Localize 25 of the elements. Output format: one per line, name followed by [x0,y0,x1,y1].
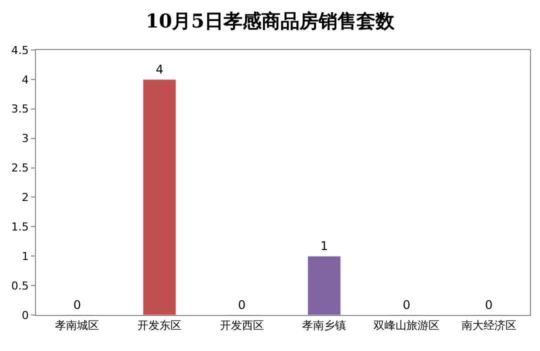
y-tick-label: 2.5 [11,162,29,175]
data-label: 1 [320,239,328,254]
data-label: 0 [238,298,246,312]
data-label: 0 [402,298,410,312]
y-tick-label: 1 [22,250,29,263]
x-tick-label: 南大经济区 [461,319,516,332]
x-tick-label: 开发西区 [220,319,264,332]
y-tick-label: 0.5 [11,279,29,292]
y-tick-label: 3 [22,132,29,146]
y-tick-label: 4 [22,73,29,86]
data-label: 0 [485,298,493,312]
y-tick-label: 1.5 [11,220,29,234]
bar [307,256,341,315]
data-label: 4 [156,62,164,76]
chart-title: 10月5日孝感商品房销售套数 [146,10,396,32]
x-tick-label: 双峰山旅游区 [374,319,440,332]
y-tick-label: 2 [22,191,29,204]
x-tick-label: 孝南城区 [55,319,100,332]
y-tick-label: 3.5 [11,102,29,116]
y-tick-label: 0 [22,308,29,322]
x-tick-label: 孝南乡镇 [302,319,346,332]
y-tick-label: 4.5 [11,44,29,57]
data-label: 0 [73,298,81,312]
bar [142,79,176,315]
x-tick-label: 开发东区 [138,319,182,332]
